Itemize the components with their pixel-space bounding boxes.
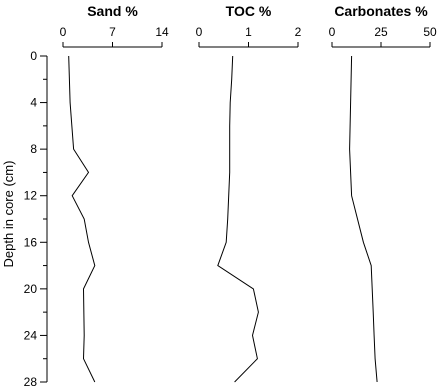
panel-title: Carbonates %	[334, 3, 428, 19]
panel-x-tick-label: 25	[374, 25, 388, 39]
panel-x-tick-label: 0	[196, 25, 203, 39]
panel-title: Sand %	[87, 3, 138, 19]
panel-profile-line	[68, 55, 96, 383]
depth-tick-label: 4	[30, 96, 37, 110]
panel-title: TOC %	[226, 3, 272, 19]
depth-tick-label: 24	[24, 328, 38, 342]
depth-axis-label: Depth in core (cm)	[1, 161, 16, 268]
panel-x-tick-label: 7	[109, 25, 116, 39]
panel-profile-line	[217, 55, 259, 383]
panel-profile-line	[349, 55, 378, 383]
depth-tick-label: 8	[30, 142, 37, 156]
depth-tick-label: 16	[24, 235, 38, 249]
depth-tick-label: 12	[24, 189, 38, 203]
panel-x-tick-label: 2	[295, 25, 302, 39]
panel-2: Carbonates % 0 25 50	[329, 3, 437, 383]
panel-x-tick-label: 50	[423, 25, 437, 39]
profile-panels: Sand % 0 7 14 TOC % 0 1 2 Carbonates % 0 25 50	[60, 3, 437, 383]
panel-x-tick-label: 0	[329, 25, 336, 39]
depth-axis: 0 4 8 12 16 20 24 28	[24, 49, 48, 389]
panel-x-tick-label: 14	[155, 25, 169, 39]
panel-x-tick-label: 0	[60, 25, 67, 39]
panel-x-tick-label: 1	[245, 25, 252, 39]
depth-tick-label: 20	[24, 282, 38, 296]
panel-1: TOC % 0 1 2	[196, 3, 302, 383]
depth-tick-label: 28	[24, 375, 38, 389]
depth-tick-label: 0	[30, 49, 37, 63]
panel-0: Sand % 0 7 14	[60, 3, 169, 383]
